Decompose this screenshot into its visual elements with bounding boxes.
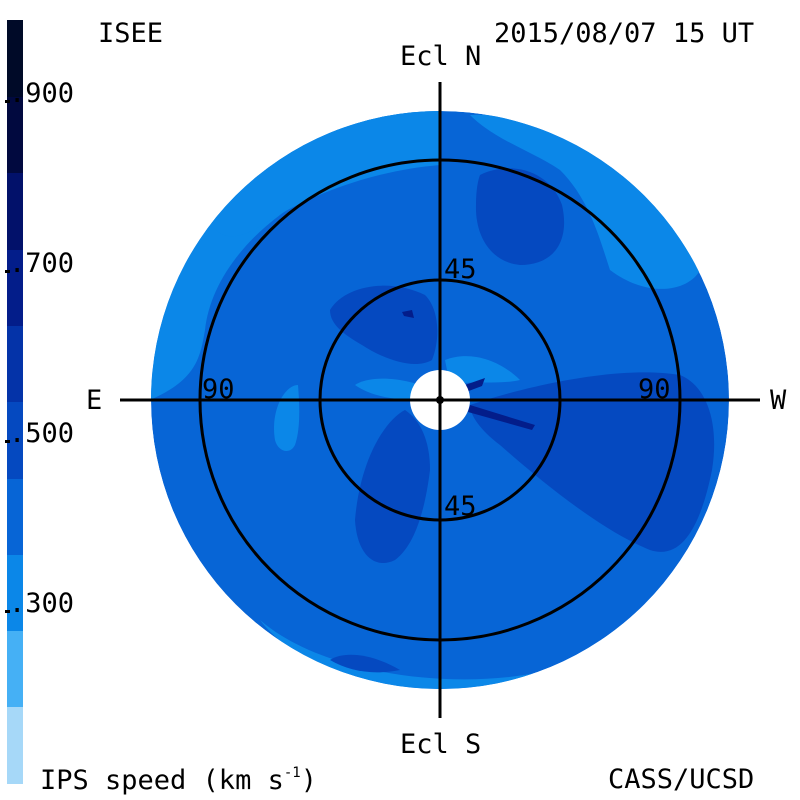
colorbar-segment: [7, 706, 23, 784]
colorbar-segment: [7, 20, 23, 97]
speed-field: [151, 111, 729, 689]
elongation-label-45-north: 45: [444, 254, 477, 285]
timestamp-label: 2015/08/07 15 UT: [494, 18, 755, 49]
elongation-label-90-east: 90: [202, 374, 235, 405]
fast-stream-west: [468, 405, 535, 430]
colorbar-title: IPS speed (km s-1): [40, 766, 317, 794]
colorbar-tick-500: .500: [9, 418, 75, 449]
colorbar-segment: [7, 554, 23, 632]
north-label: Ecl N: [400, 41, 482, 72]
fast-stream-north: [402, 310, 414, 318]
light-region-north: [200, 111, 440, 237]
credit-label: CASS/UCSD: [608, 764, 755, 795]
colorbar-title-close: ): [300, 765, 317, 796]
elongation-label-45-south: 45: [444, 491, 477, 522]
sun-center-dot: [436, 396, 444, 404]
colorbar-segment: [7, 172, 23, 250]
speed-colorbar: [7, 20, 23, 784]
colorbar-tick-mark: [5, 100, 10, 103]
west-label: W: [770, 385, 787, 416]
colorbar-segment: [7, 248, 23, 326]
colorbar-segment: [7, 401, 23, 479]
colorbar-title-text: IPS speed (km s: [40, 765, 284, 796]
colorbar-segment: [7, 477, 23, 555]
colorbar-segment: [7, 96, 23, 174]
south-label: Ecl S: [400, 729, 482, 760]
dark-region-north-inner: [330, 285, 438, 365]
colorbar-tick-mark: [5, 270, 10, 273]
colorbar-tick-mark: [5, 610, 10, 613]
dark-region-northeast: [475, 168, 565, 265]
light-region-center: [355, 378, 420, 400]
light-region-west-inner: [445, 356, 520, 385]
east-label: E: [86, 385, 103, 416]
fast-stream-center: [465, 378, 485, 392]
colorbar-tick-300: .300: [9, 588, 75, 619]
colorbar-tick-900: .900: [9, 78, 75, 109]
light-region-east: [274, 385, 300, 452]
colorbar-tick-700: .700: [9, 248, 75, 279]
colorbar-tick-mark: [5, 440, 10, 443]
dark-region-south: [355, 410, 430, 564]
colorbar-title-exponent: -1: [283, 765, 301, 781]
colorbar-segment: [7, 325, 23, 403]
colorbar-segment: [7, 630, 23, 708]
dark-region-southeast: [330, 654, 400, 673]
light-region-south-rim: [260, 620, 620, 689]
dark-region-west: [470, 372, 715, 552]
light-region-northeast: [470, 114, 700, 289]
institution-label: ISEE: [98, 18, 164, 49]
elongation-label-90-west: 90: [638, 374, 671, 405]
